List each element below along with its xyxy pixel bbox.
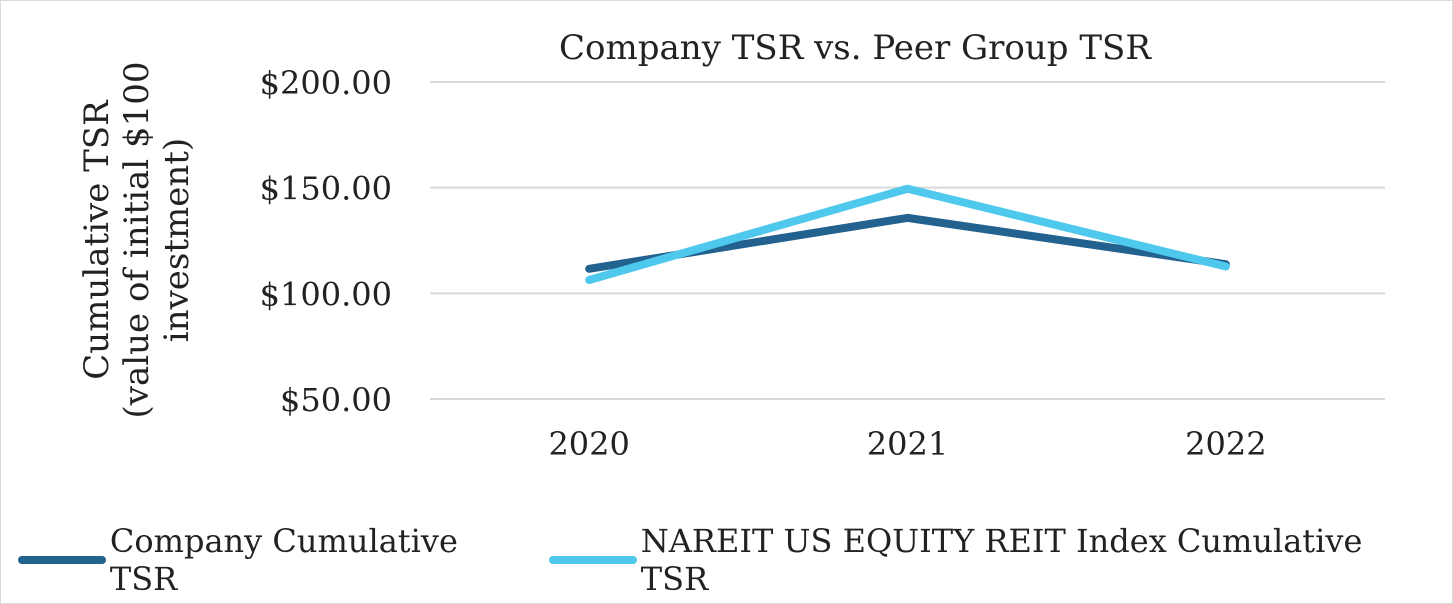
legend-item-company: Company Cumulative TSR	[18, 522, 535, 598]
legend-label: Company Cumulative TSR	[109, 522, 458, 598]
y-tick-label: $50.00	[280, 381, 392, 419]
series-line-nareit	[585, 184, 1230, 285]
x-tick-label: 2021	[867, 425, 948, 463]
legend-label: NAREIT US EQUITY REIT Index Cumulative T…	[640, 522, 1363, 598]
y-tick-label: $100.00	[260, 275, 392, 313]
y-tick-label: $150.00	[260, 170, 392, 208]
legend-item-nareit: NAREIT US EQUITY REIT Index Cumulative T…	[548, 522, 1439, 598]
x-tick-label: 2022	[1185, 425, 1266, 463]
x-tick-label: 2020	[548, 425, 629, 463]
y-tick-label: $200.00	[260, 64, 392, 102]
legend-swatch	[548, 556, 637, 564]
legend: Company Cumulative TSR NAREIT US EQUITY …	[18, 522, 1453, 598]
legend-swatch	[18, 556, 106, 564]
chart-title: Company TSR vs. Peer Group TSR	[559, 28, 1151, 68]
